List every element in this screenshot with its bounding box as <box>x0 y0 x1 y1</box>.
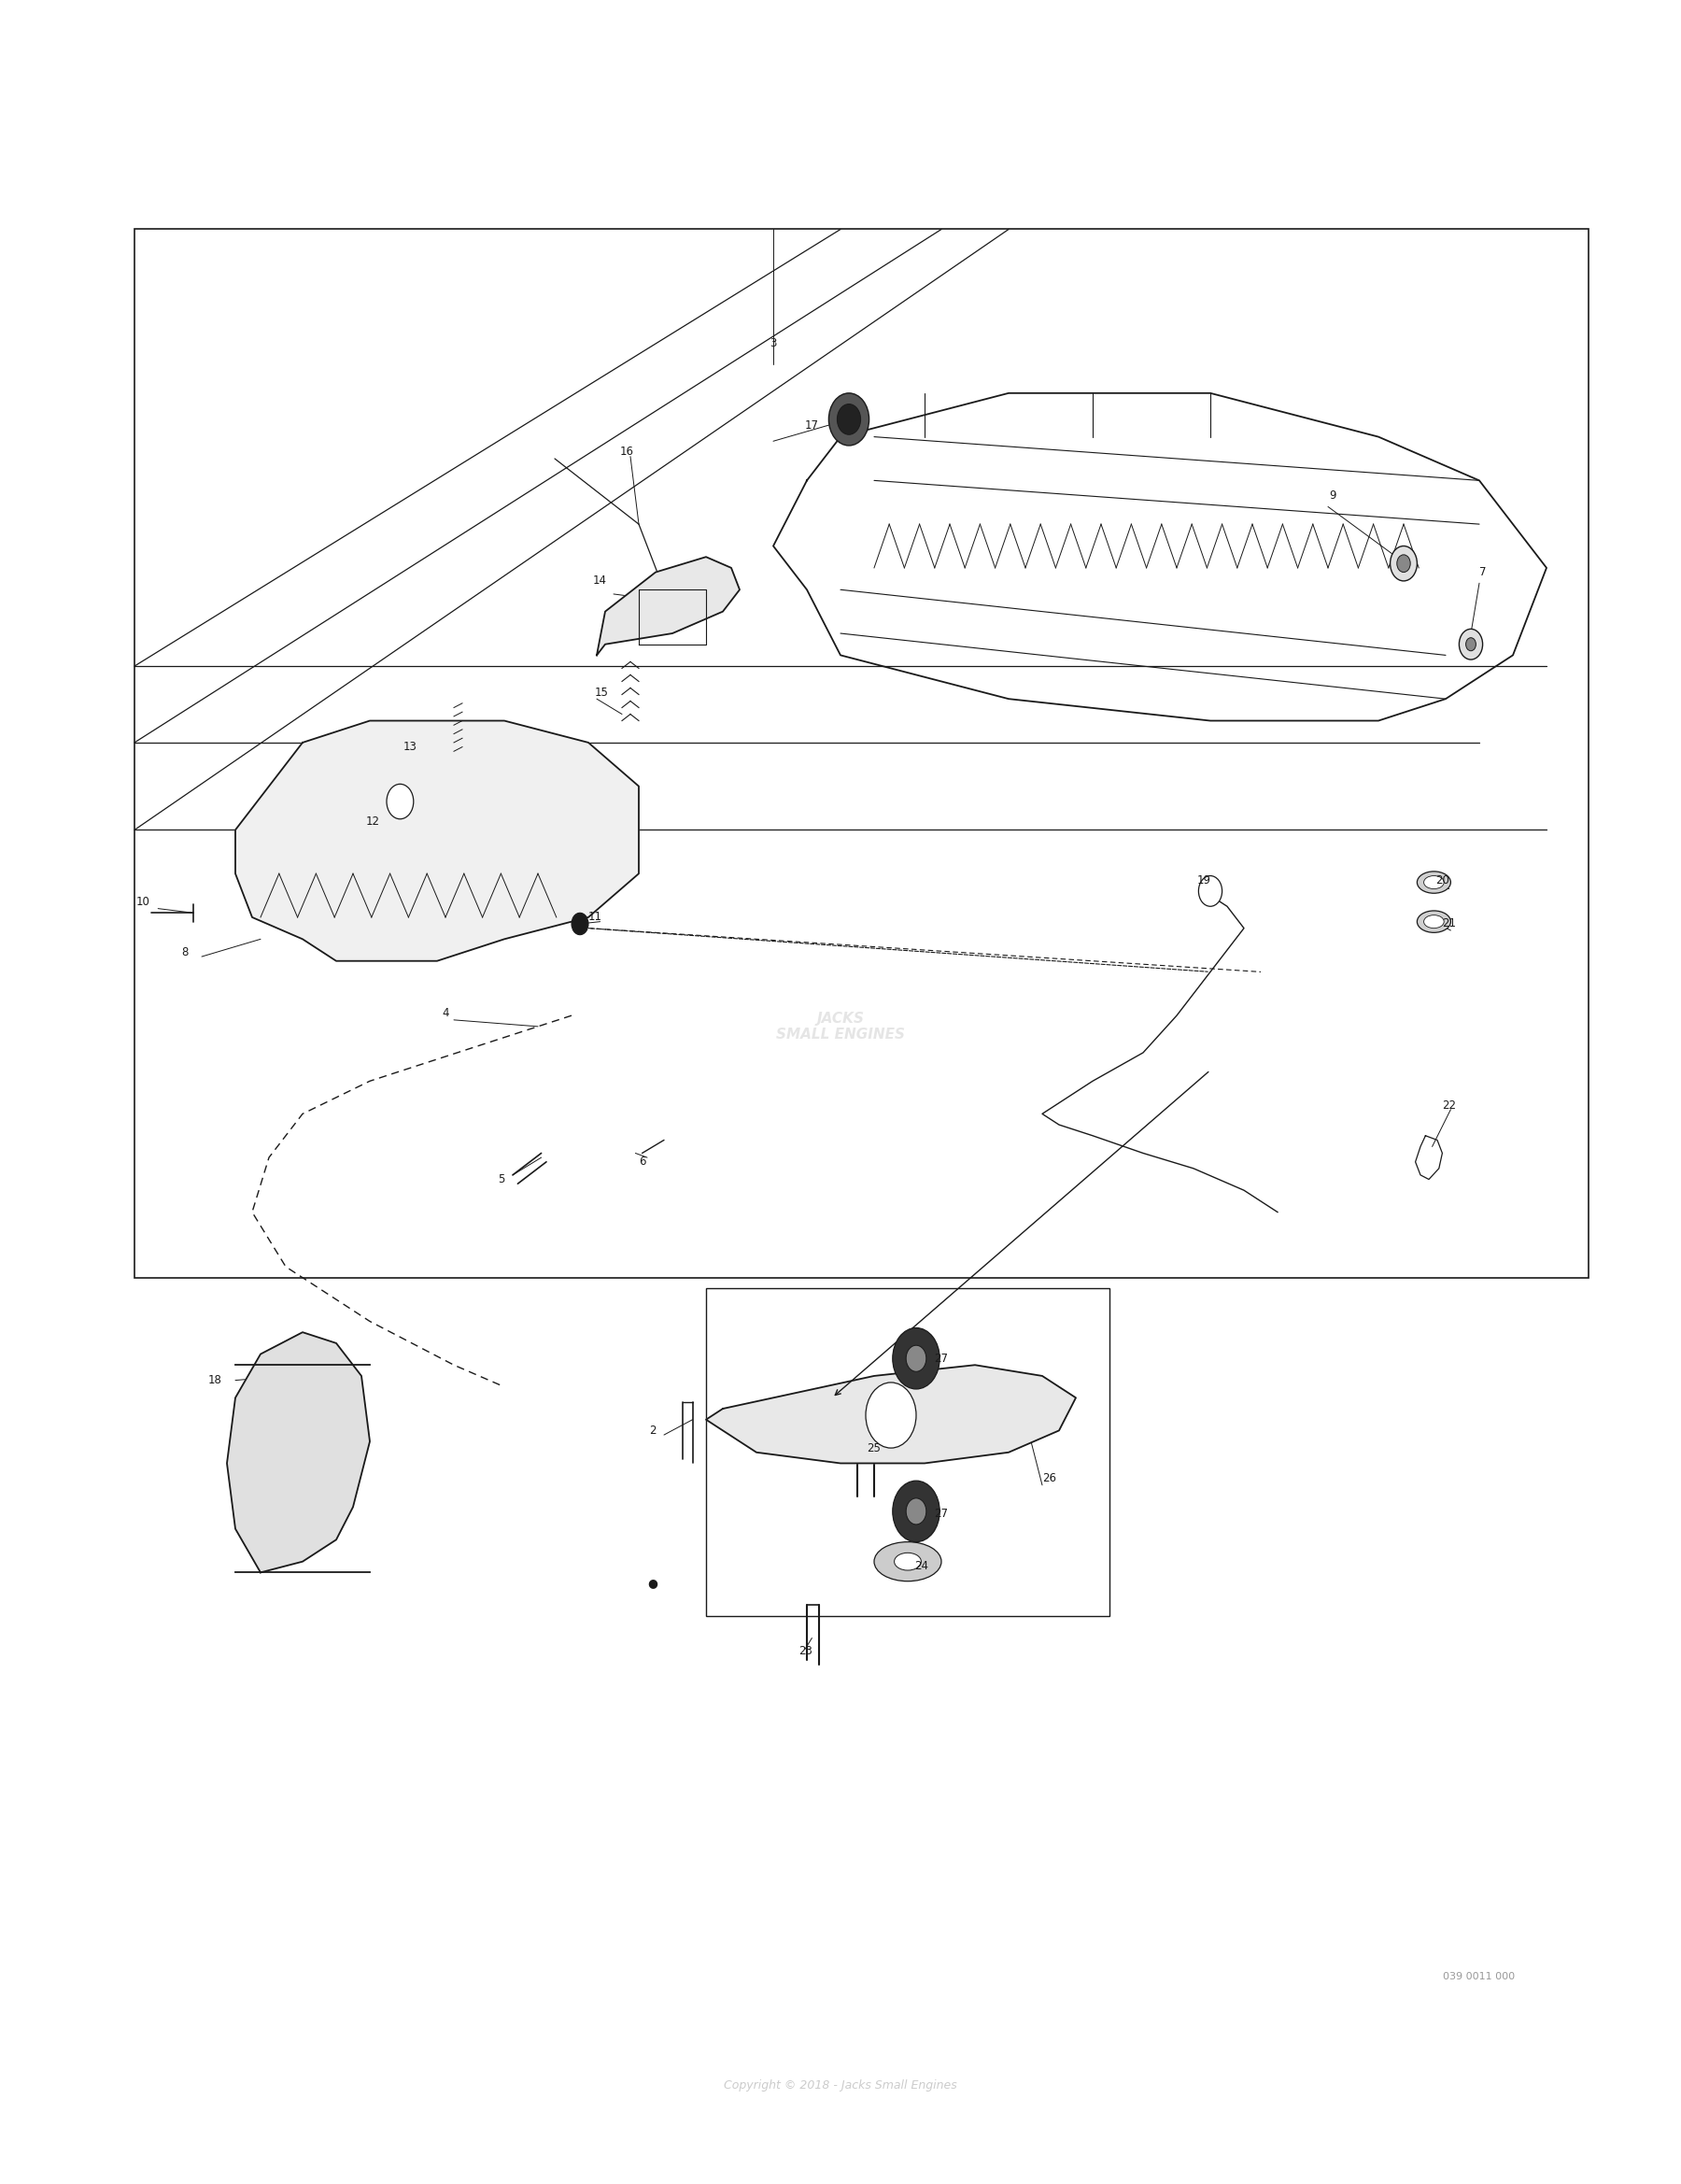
Circle shape <box>893 1481 940 1542</box>
Text: 22: 22 <box>1442 1099 1456 1112</box>
Text: 27: 27 <box>935 1352 948 1365</box>
Circle shape <box>1390 546 1417 581</box>
Circle shape <box>906 1498 926 1524</box>
Polygon shape <box>227 1332 370 1572</box>
Text: 17: 17 <box>805 419 819 432</box>
Ellipse shape <box>1424 876 1444 889</box>
Bar <box>706 1289 1109 1616</box>
Text: 15: 15 <box>595 686 609 699</box>
Ellipse shape <box>1424 915 1444 928</box>
Text: JACKS
SMALL ENGINES: JACKS SMALL ENGINES <box>777 1011 904 1042</box>
Circle shape <box>572 913 588 935</box>
Text: Copyright © 2018 - Jacks Small Engines: Copyright © 2018 - Jacks Small Engines <box>725 2079 956 2092</box>
Text: 20: 20 <box>1436 874 1449 887</box>
Text: 16: 16 <box>620 446 634 459</box>
Text: 11: 11 <box>588 911 602 924</box>
Ellipse shape <box>894 1553 921 1570</box>
Circle shape <box>866 1382 916 1448</box>
Text: 9: 9 <box>1330 489 1336 502</box>
Ellipse shape <box>1417 871 1451 893</box>
Circle shape <box>906 1345 926 1372</box>
Text: ●: ● <box>647 1577 657 1590</box>
Text: 5: 5 <box>498 1173 504 1186</box>
Text: 039 0011 000: 039 0011 000 <box>1444 1972 1515 1981</box>
Circle shape <box>1397 555 1410 572</box>
Text: 6: 6 <box>639 1155 646 1168</box>
Circle shape <box>893 1328 940 1389</box>
Text: 27: 27 <box>935 1507 948 1520</box>
Circle shape <box>1199 876 1222 906</box>
Circle shape <box>837 404 861 435</box>
Text: 21: 21 <box>1442 917 1456 930</box>
Polygon shape <box>706 1365 1076 1463</box>
Ellipse shape <box>874 1542 941 1581</box>
Text: 23: 23 <box>798 1645 812 1658</box>
Text: 12: 12 <box>366 815 380 828</box>
Circle shape <box>387 784 414 819</box>
Text: 10: 10 <box>136 895 150 909</box>
Bar <box>134 229 1589 1278</box>
Polygon shape <box>235 721 639 961</box>
Text: 18: 18 <box>208 1374 222 1387</box>
Text: 2: 2 <box>649 1424 656 1437</box>
Polygon shape <box>597 557 740 655</box>
Circle shape <box>1466 638 1476 651</box>
Text: 13: 13 <box>403 740 417 753</box>
Circle shape <box>1459 629 1483 660</box>
Text: 25: 25 <box>867 1441 881 1455</box>
Text: 19: 19 <box>1197 874 1210 887</box>
Text: 3: 3 <box>770 336 777 349</box>
Text: 26: 26 <box>1042 1472 1056 1485</box>
Ellipse shape <box>1417 911 1451 933</box>
Circle shape <box>829 393 869 446</box>
Text: 24: 24 <box>914 1559 928 1572</box>
Text: 4: 4 <box>442 1007 449 1020</box>
Text: 8: 8 <box>182 946 188 959</box>
Text: 14: 14 <box>593 574 607 587</box>
Text: 7: 7 <box>1479 566 1486 579</box>
